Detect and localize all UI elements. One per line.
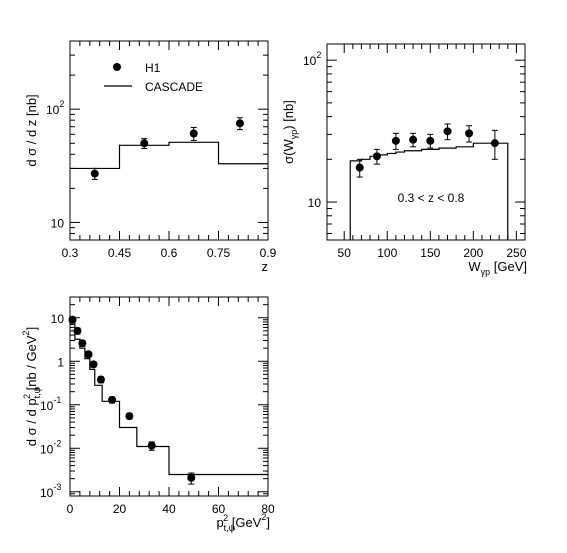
data-point [73,326,82,335]
legend-data-label: H1 [145,61,161,75]
x-tick-label: 0.6 [161,246,178,260]
y-tick-base: 10 [46,103,60,117]
legend-model-label: CASCADE [145,80,203,94]
data-point [68,315,77,324]
y-tick-base: 10 [40,486,54,500]
data-point [78,339,87,348]
x-tick-label: 50 [338,246,352,260]
x-tick-label: 40 [162,502,176,516]
y-label-main: d σ / d p [24,398,39,446]
model-histogram [74,324,268,476]
data-point [140,139,149,148]
x-tick-label: 60 [212,502,226,516]
x-tick-label: 0 [67,502,74,516]
data-point [125,412,134,421]
x-tick-label: 80 [261,502,275,516]
x-tick-label: 150 [420,246,440,260]
data-point [443,127,452,136]
data-point [235,119,244,128]
y-tick-label: 10 [51,312,65,326]
x-axis-label: Wγp [GeV] [468,259,527,277]
data-point [187,473,196,482]
y-tick-base: 10 [303,54,317,68]
x-tick-label: 100 [377,246,397,260]
x-label-units: [GeV] [490,259,527,274]
y-tick-exponent: -1 [53,395,61,405]
x-tick-label: 0.45 [108,246,132,260]
x-label-main: p [216,515,223,530]
y-label-main: σ(W [281,139,296,164]
x-label-superscript: 2 [223,513,228,523]
data-point [409,135,418,144]
y-label-subscript: γp [289,130,299,140]
y-tick-label: 10 [308,196,322,210]
x-label-main: z [262,259,269,274]
data-point [490,139,499,148]
x-tick-label: 200 [463,246,483,260]
x-axis-label: z [262,259,269,274]
y-axis-label: d σ / d pt,ψ2 [nb / GeV2] [21,327,42,446]
data-point [89,360,98,369]
y-tick-exponent: -2 [53,438,61,448]
y-label-units: [nb / GeV [24,335,39,394]
y-tick-exponent: -3 [53,482,61,492]
z-range-annotation: 0.3 < z < 0.8 [398,191,465,205]
y-tick-base: 10 [40,399,54,413]
data-point [108,395,117,404]
y-label-close: ] [24,327,39,331]
y-tick-label: 10-2 [40,438,61,456]
data-point [84,350,93,359]
model-histogram [70,141,268,170]
data-point [96,375,105,384]
x-label-close: ] [266,515,270,530]
y-tick-label: 10-3 [40,482,61,500]
y-label-main: d σ / d z [nb] [24,94,39,166]
plot-frame [326,43,526,241]
data-point [189,129,198,138]
y-tick-label: 102 [46,99,64,117]
y-tick-exponent: 2 [59,99,64,109]
data-point [465,129,474,138]
x-tick-label: 250 [506,246,526,260]
y-tick-label: 10-1 [40,395,61,413]
y-axis-label: σ(Wγp) [nb] [281,100,299,164]
x-axis-label: pt,ψ2 [GeV2] [216,512,270,533]
y-tick-label: 102 [303,50,321,68]
x-tick-label: 0.9 [260,246,277,260]
x-tick-label: 20 [113,502,127,516]
y-label-subscript: t,ψ [32,387,42,398]
y-tick-label: 1 [57,355,64,369]
x-tick-label: 0.3 [62,246,79,260]
data-point [355,163,364,172]
data-point [426,136,435,145]
legend-data-marker [113,63,121,71]
plot-frame [69,40,269,241]
x-label-units: [GeV [228,515,262,530]
y-tick-exponent: 2 [316,50,321,60]
x-tick-label: 0.75 [207,246,231,260]
y-label-units-superscript: 2 [21,330,31,335]
x-label-main: W [468,259,481,274]
y-tick-label: 10 [51,216,65,230]
data-point [147,441,156,450]
model-histogram [349,142,509,240]
x-label-units-superscript: 2 [261,512,266,522]
data-point [90,169,99,178]
x-label-subscript: γp [481,267,491,277]
y-label-units: ) [nb] [281,100,296,130]
x-label-subscript: t,ψ [224,523,235,533]
y-axis-label: d σ / d z [nb] [24,94,39,166]
y-tick-base: 10 [40,442,54,456]
data-point [372,152,381,161]
data-point [391,136,400,145]
y-label-superscript: 2 [22,394,32,399]
legend: H1 CASCADE [104,61,203,94]
